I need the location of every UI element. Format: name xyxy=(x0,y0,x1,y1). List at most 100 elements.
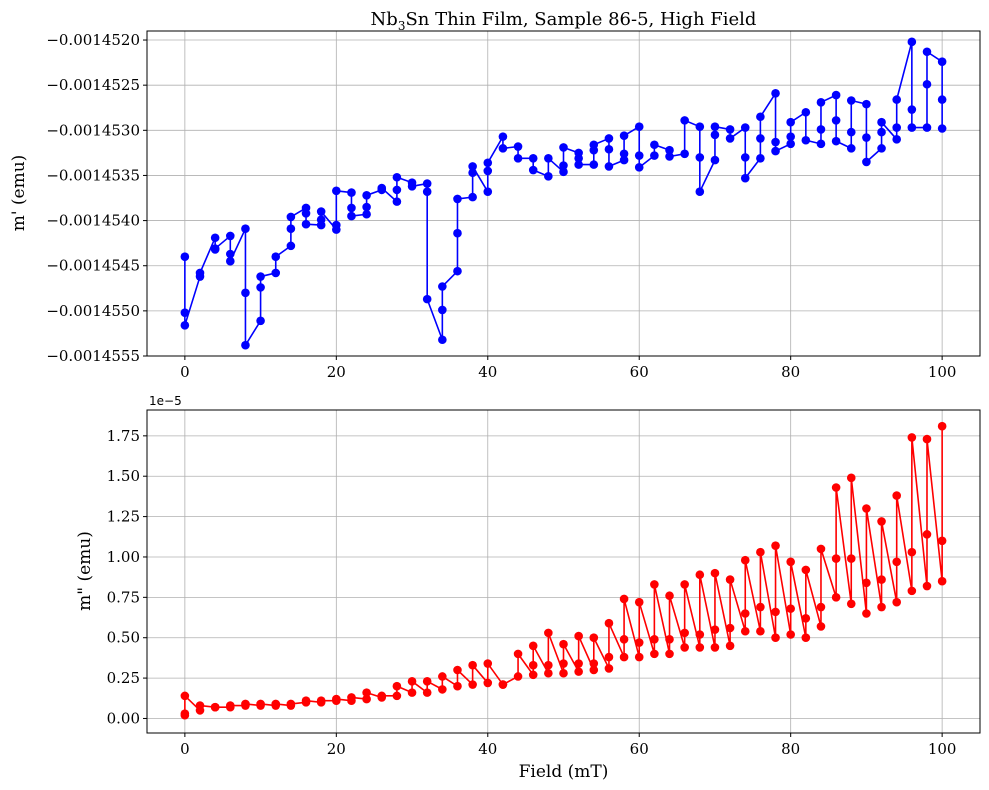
bottom-chart-data-point xyxy=(680,580,689,589)
bottom-chart-data-point xyxy=(650,635,659,644)
bottom-chart-data-point xyxy=(544,660,553,670)
bottom-chart-data-point xyxy=(801,633,811,643)
bottom-chart-data-point xyxy=(498,680,508,689)
top-chart-data-point xyxy=(241,340,250,350)
bottom-chart-data-point xyxy=(392,691,402,701)
top-chart-data-point xyxy=(438,282,447,291)
top-chart-data-point xyxy=(377,183,387,193)
top-chart-data-point xyxy=(922,47,932,57)
top-chart-data-point xyxy=(422,294,432,304)
bottom-chart-data-point xyxy=(786,630,795,639)
top-chart-data-point xyxy=(846,127,856,137)
bottom-chart-data-point xyxy=(544,668,553,678)
top-chart-data-point xyxy=(756,134,765,143)
bottom-chart-data-point xyxy=(650,649,659,659)
bottom-chart-data-point xyxy=(892,597,901,607)
top-chart-frame xyxy=(146,30,981,357)
bottom-chart-data-point xyxy=(604,652,614,662)
top-chart-x-tick-label: 20 xyxy=(327,363,346,381)
top-chart-data-point xyxy=(756,112,765,122)
top-chart-title: Nb3Sn Thin Film, Sample 86-5, High Field xyxy=(371,9,757,33)
top-chart-data-point xyxy=(301,219,311,229)
bottom-chart-data-point xyxy=(831,554,841,563)
bottom-chart-data-point xyxy=(907,586,917,596)
bottom-chart-y-tick-label: 1.25 xyxy=(107,508,140,526)
top-chart-data-point xyxy=(710,155,720,165)
top-chart-x-ticks: 0 20 40 60 80 100 xyxy=(180,356,956,381)
top-chart-data-point xyxy=(286,224,296,234)
top-chart-data-point xyxy=(559,161,568,170)
top-chart-data-point xyxy=(771,88,780,98)
top-chart-y-tick-label: −0.0014535 xyxy=(46,166,140,184)
bottom-chart-data-point xyxy=(937,421,947,431)
top-chart-data-point xyxy=(256,283,265,292)
top-chart-data-point xyxy=(725,125,735,134)
bottom-chart-data-point xyxy=(559,659,568,668)
top-chart-data-point xyxy=(468,168,477,178)
top-chart-data-point xyxy=(786,117,795,127)
top-chart-data-point xyxy=(574,160,583,169)
top-chart-data-point xyxy=(786,132,795,141)
bottom-chart-data-point xyxy=(801,614,811,623)
top-chart-data-point xyxy=(786,139,795,149)
bottom-chart-data-point xyxy=(710,643,720,652)
top-chart-data-point xyxy=(347,203,356,213)
bottom-chart-data-point xyxy=(226,701,235,710)
top-chart-data-point xyxy=(907,37,917,47)
top-chart-data-point xyxy=(619,155,629,165)
bottom-chart-series xyxy=(180,421,947,720)
top-chart-data-point xyxy=(422,187,432,196)
bottom-chart-data-point xyxy=(634,638,644,647)
top-chart-data-point xyxy=(544,172,553,181)
bottom-chart-data-point xyxy=(604,618,614,628)
bottom-chart-data-point xyxy=(256,699,265,709)
bottom-chart-data-point xyxy=(831,593,841,602)
bottom-chart-data-point xyxy=(195,701,205,710)
top-chart-data-point xyxy=(453,194,462,204)
top-chart-data-point xyxy=(892,123,901,132)
top-chart-data-point xyxy=(665,152,674,161)
top-chart-data-point xyxy=(468,162,477,171)
top-chart-data-point xyxy=(362,202,371,212)
top-chart-data-point xyxy=(362,209,371,219)
bottom-chart-data-point xyxy=(801,565,811,575)
top-chart-data-point xyxy=(483,166,493,176)
bottom-chart-data-point xyxy=(422,677,432,686)
bottom-chart-data-point xyxy=(937,576,947,586)
bottom-chart-y-tick-label: 1.75 xyxy=(107,427,140,445)
bottom-chart-data-point xyxy=(846,554,856,563)
bottom-chart-data-point xyxy=(846,599,856,609)
bottom-chart-data-point xyxy=(604,664,614,673)
top-chart-data-point xyxy=(680,149,689,159)
bottom-chart-data-point xyxy=(725,575,735,584)
bottom-chart: 0 20 40 60 80 100 0.00 0.25 0.50 0.75 1.00 1.25 1.5… xyxy=(75,394,981,782)
top-chart-y-tick-label: −0.0014550 xyxy=(46,302,140,320)
bottom-chart-data-point xyxy=(438,685,447,694)
top-chart-data-point xyxy=(468,192,477,202)
top-chart-data-point xyxy=(589,140,599,150)
bottom-chart-data-point xyxy=(574,631,583,641)
top-chart-data-point xyxy=(725,134,735,143)
top-chart-data-point xyxy=(756,153,765,163)
bottom-chart-data-point xyxy=(528,670,538,680)
top-chart-data-point xyxy=(453,228,462,238)
top-chart-data-point xyxy=(286,212,296,222)
bottom-chart-data-point xyxy=(665,635,674,644)
top-chart-data-point xyxy=(619,149,629,159)
bottom-chart-data-point xyxy=(665,649,674,659)
top-chart-data-point xyxy=(862,99,871,109)
top-chart-data-point xyxy=(877,117,886,127)
top-chart-data-point xyxy=(801,107,811,117)
bottom-chart-y-tick-label: 0.75 xyxy=(107,588,140,606)
top-chart-data-point xyxy=(937,124,947,133)
top-chart-data-point xyxy=(498,144,508,153)
top-chart-data-point xyxy=(831,136,841,146)
top-chart-data-point xyxy=(604,162,614,171)
bottom-chart-data-point xyxy=(892,557,901,567)
top-chart-data-point xyxy=(695,153,705,162)
bottom-chart-data-point xyxy=(695,630,705,639)
top-chart-data-point xyxy=(256,316,265,326)
bottom-chart-data-point xyxy=(513,649,523,659)
top-chart-data-point xyxy=(771,146,780,156)
top-chart-data-point xyxy=(634,151,644,160)
